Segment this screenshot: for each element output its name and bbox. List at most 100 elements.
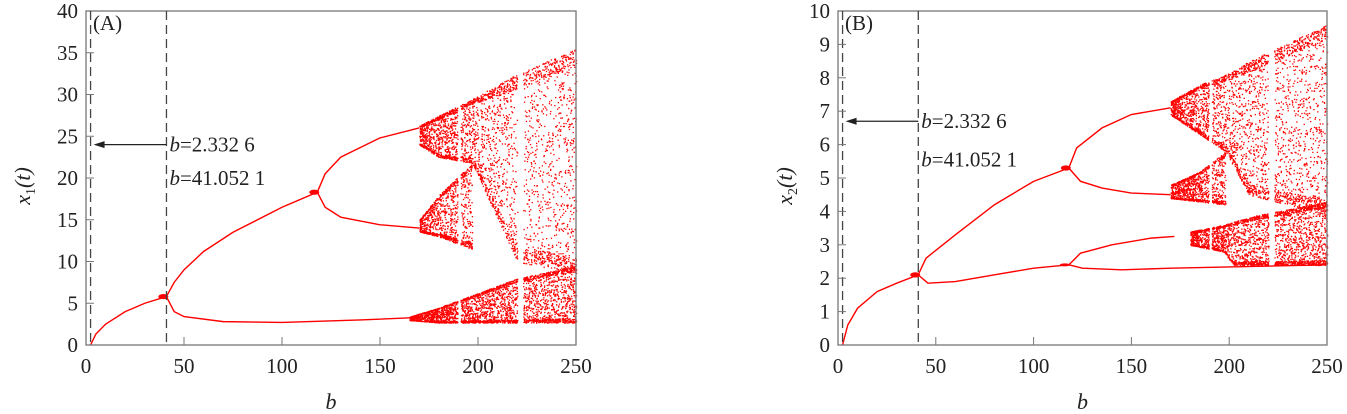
- chaos-point: [427, 225, 429, 227]
- chaos-point: [464, 227, 467, 229]
- chaos-point: [470, 159, 472, 162]
- chaos-point: [452, 196, 455, 198]
- chaos-point: [452, 141, 454, 144]
- chaos-point: [455, 149, 458, 151]
- chaos-point: [465, 232, 467, 234]
- chaos-point: [513, 190, 515, 192]
- chaos-point: [482, 96, 484, 98]
- chaos-point: [572, 143, 574, 145]
- chaos-point: [550, 99, 553, 102]
- chaos-point: [546, 65, 548, 68]
- chaos-point: [437, 143, 439, 145]
- chaos-point: [437, 211, 439, 213]
- chaos-point: [543, 155, 545, 157]
- chaos-point: [563, 204, 565, 206]
- chaos-point: [452, 240, 454, 242]
- chaos-point: [526, 193, 528, 195]
- chaos-point: [561, 60, 563, 62]
- chaos-point: [551, 62, 554, 64]
- chaos-point: [536, 104, 538, 106]
- chaos-point: [509, 88, 511, 91]
- chaos-point: [469, 110, 471, 112]
- chaos-point: [435, 144, 437, 146]
- chaos-point: [535, 235, 537, 237]
- chaos-point: [425, 224, 427, 226]
- chaos-point: [514, 247, 516, 249]
- chaos-point: [499, 201, 501, 204]
- chaos-point: [423, 147, 426, 149]
- chaos-point: [463, 159, 465, 161]
- chaos-point: [572, 131, 574, 134]
- chaos-point: [509, 80, 511, 82]
- chaos-point: [450, 195, 452, 197]
- chaos-point: [425, 227, 427, 230]
- chaos-point: [528, 238, 530, 240]
- chaos-point: [461, 188, 463, 190]
- chaos-point: [438, 212, 440, 214]
- chaos-point: [553, 294, 555, 296]
- chaos-point: [535, 156, 537, 158]
- chaos-point: [534, 133, 536, 135]
- chaos-point: [435, 152, 437, 154]
- chaos-point: [450, 195, 453, 198]
- chaos-point: [530, 220, 532, 222]
- chaos-point: [500, 86, 502, 88]
- chaos-point: [422, 126, 424, 128]
- chaos-point: [508, 233, 510, 235]
- chaos-point: [462, 220, 464, 222]
- chaos-point: [516, 75, 518, 77]
- chaos-point: [498, 94, 501, 96]
- chaos-point: [515, 123, 517, 125]
- chaos-point: [553, 214, 556, 216]
- chaos-point: [560, 257, 562, 259]
- chaos-point: [557, 89, 560, 91]
- chaos-point: [431, 133, 433, 135]
- chaos-point: [558, 84, 561, 87]
- chaos-point: [547, 217, 549, 219]
- chaos-point: [530, 77, 532, 79]
- chaos-point: [552, 143, 554, 145]
- chaos-point: [569, 62, 571, 64]
- chaos-point: [475, 111, 477, 113]
- chaos-point: [445, 238, 448, 240]
- chaos-point: [439, 119, 441, 121]
- chaos-point: [540, 264, 542, 266]
- chaos-point: [443, 237, 445, 239]
- chaos-point: [464, 226, 466, 228]
- chaos-point: [447, 148, 449, 150]
- chaos-point: [490, 167, 492, 169]
- chaos-point: [512, 81, 514, 83]
- chaos-point: [430, 151, 432, 153]
- chaos-point: [462, 121, 465, 123]
- chaos-point: [449, 189, 451, 191]
- chaos-point: [455, 231, 458, 233]
- chaos-point: [506, 314, 509, 316]
- chaos-point: [450, 219, 453, 221]
- chaos-point: [438, 142, 441, 145]
- chaos-point: [569, 262, 572, 264]
- chaos-point: [501, 131, 503, 134]
- chaos-point: [433, 137, 435, 139]
- chaos-point: [478, 165, 480, 167]
- chaos-point: [504, 307, 506, 310]
- chaos-point: [547, 201, 549, 203]
- chaos-point: [506, 233, 508, 235]
- chaos-point: [420, 133, 422, 135]
- chaos-point: [438, 146, 441, 148]
- chaos-point: [445, 189, 447, 191]
- chaos-point: [488, 129, 490, 132]
- chaos-point: [453, 183, 455, 185]
- chaos-point: [543, 318, 545, 320]
- chaos-point: [486, 115, 489, 117]
- chaos-point: [444, 208, 446, 210]
- chaos-point: [466, 114, 468, 116]
- chaos-point: [462, 156, 464, 159]
- chaos-point: [561, 260, 563, 262]
- chaos-point: [425, 124, 427, 126]
- chaos-point: [431, 122, 433, 124]
- chaos-point: [495, 206, 497, 208]
- chaos-point: [567, 118, 570, 120]
- chaos-point: [465, 206, 467, 208]
- chaos-point: [432, 119, 435, 121]
- chaos-point: [457, 157, 459, 159]
